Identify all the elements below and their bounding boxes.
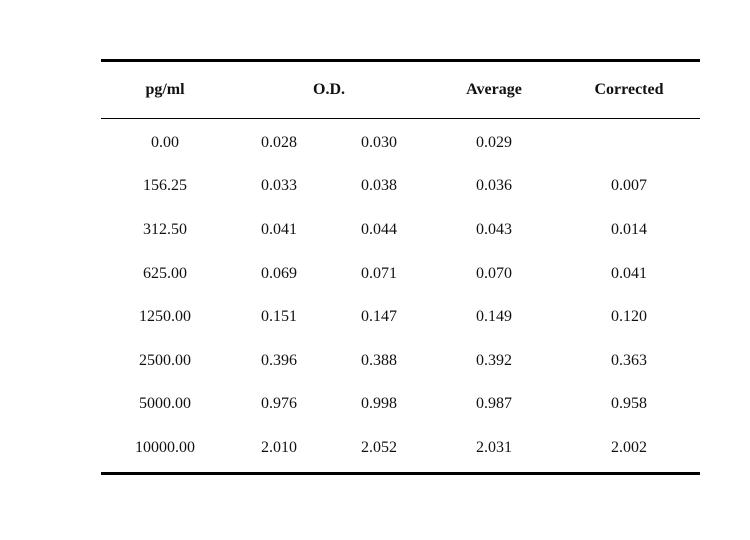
cell-corrected [579,121,679,165]
cell-od-1: 2.010 [261,438,297,456]
cell-concentration: 0.00 [151,133,179,151]
cell-corrected: 2.002 [611,438,647,456]
cell-od-2: 2.052 [361,438,397,456]
cell-od-1: 0.151 [261,308,297,326]
cell-concentration: 2500.00 [139,351,191,369]
cell-average: 0.149 [476,308,512,326]
cell-average: 0.029 [476,133,512,151]
table-row: 312.50 0.041 0.044 0.043 0.014 [101,208,700,252]
cell-corrected: 0.958 [611,395,647,413]
cell-od-2: 0.388 [361,351,397,369]
table-row: 1250.00 0.151 0.147 0.149 0.120 [101,295,700,339]
cell-od-1: 0.396 [261,351,297,369]
cell-od-2: 0.030 [361,133,397,151]
cell-od-2: 0.147 [361,308,397,326]
cell-concentration: 156.25 [143,177,187,195]
cell-od-2: 0.044 [361,220,397,238]
table-header-row: pg/ml O.D. Average Corrected [101,62,700,118]
table-row: 2500.00 0.396 0.388 0.392 0.363 [101,339,700,383]
cell-concentration: 5000.00 [139,395,191,413]
cell-concentration: 625.00 [143,264,187,282]
cell-corrected: 0.363 [611,351,647,369]
cell-concentration: 312.50 [143,220,187,238]
cell-corrected: 0.041 [611,264,647,282]
cell-od-2: 0.071 [361,264,397,282]
cell-od-2: 0.998 [361,395,397,413]
table-body: 0.00 0.028 0.030 0.029 156.25 0.033 0.03… [101,119,700,472]
header-corrected: Corrected [594,81,664,98]
cell-od-1: 0.976 [261,395,297,413]
table-row: 10000.00 2.010 2.052 2.031 2.002 [101,426,700,470]
table-header-rule [101,118,700,119]
cell-average: 0.392 [476,351,512,369]
cell-average: 0.070 [476,264,512,282]
header-average: Average [466,81,522,98]
cell-od-1: 0.069 [261,264,297,282]
cell-average: 0.987 [476,395,512,413]
cell-concentration: 1250.00 [139,308,191,326]
table-top-rule [101,59,700,62]
cell-average: 0.036 [476,177,512,195]
cell-corrected: 0.007 [611,177,647,195]
header-od: O.D. [313,81,345,98]
table-bottom-rule [101,471,700,475]
standard-curve-table: pg/ml O.D. Average Corrected 0.00 0.028 … [101,59,700,475]
cell-average: 0.043 [476,220,512,238]
table-row: 156.25 0.033 0.038 0.036 0.007 [101,165,700,209]
cell-od-1: 0.041 [261,220,297,238]
cell-average: 2.031 [476,438,512,456]
table-row: 0.00 0.028 0.030 0.029 [101,121,700,165]
cell-od-1: 0.033 [261,177,297,195]
cell-od-1: 0.028 [261,133,297,151]
header-concentration: pg/ml [145,81,185,98]
table-row: 625.00 0.069 0.071 0.070 0.041 [101,252,700,296]
table-row: 5000.00 0.976 0.998 0.987 0.958 [101,383,700,427]
cell-od-2: 0.038 [361,177,397,195]
cell-corrected: 0.120 [611,308,647,326]
cell-corrected: 0.014 [611,220,647,238]
cell-concentration: 10000.00 [135,438,195,456]
